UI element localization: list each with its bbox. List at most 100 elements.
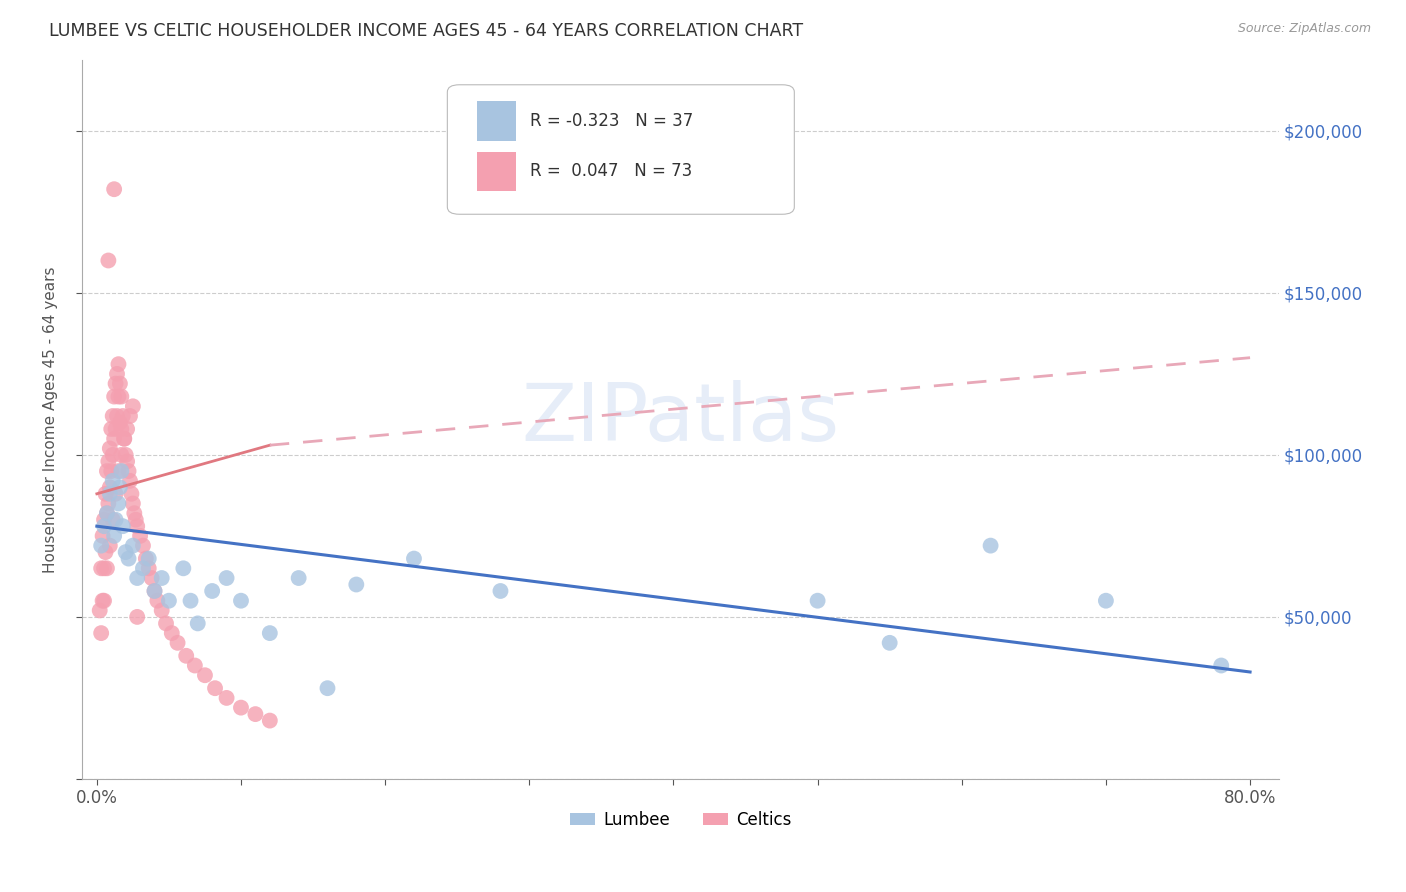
Point [122, 496, 145, 510]
Point [98, 487, 121, 501]
Point [201, 584, 224, 599]
FancyBboxPatch shape [477, 102, 516, 141]
Point [107, 464, 129, 478]
Point [118, 474, 141, 488]
Point [90, 539, 112, 553]
Point [344, 577, 367, 591]
Point [103, 432, 125, 446]
Point [96, 506, 118, 520]
Point [150, 571, 173, 585]
Point [103, 529, 125, 543]
Point [287, 571, 309, 585]
Point [112, 432, 135, 446]
Point [100, 464, 122, 478]
Point [114, 545, 136, 559]
Point [111, 409, 134, 423]
FancyBboxPatch shape [477, 152, 516, 191]
Point [108, 416, 131, 430]
Point [104, 487, 127, 501]
Point [101, 474, 124, 488]
Point [98, 539, 121, 553]
Point [108, 376, 131, 391]
Point [103, 390, 125, 404]
Point [879, 636, 901, 650]
Point [174, 648, 197, 663]
Point [180, 593, 202, 607]
Legend: Lumbee, Celtics: Lumbee, Celtics [562, 804, 799, 835]
Point [101, 448, 124, 462]
Point [101, 409, 124, 423]
Point [184, 658, 207, 673]
Point [115, 422, 138, 436]
Point [112, 432, 135, 446]
Point [160, 626, 183, 640]
Point [127, 610, 149, 624]
Point [1095, 593, 1118, 607]
Point [97, 253, 120, 268]
Point [105, 409, 128, 423]
Point [117, 464, 139, 478]
Point [259, 714, 281, 728]
Point [96, 464, 118, 478]
Point [97, 454, 120, 468]
Point [127, 571, 149, 585]
Point [132, 561, 155, 575]
Point [402, 551, 425, 566]
Point [215, 690, 238, 705]
Point [125, 513, 148, 527]
Point [127, 519, 149, 533]
Point [103, 182, 125, 196]
Point [245, 707, 267, 722]
Point [117, 551, 139, 566]
Point [215, 571, 238, 585]
Point [132, 539, 155, 553]
Point [143, 584, 166, 599]
Point [129, 529, 152, 543]
Text: R = -0.323   N = 37: R = -0.323 N = 37 [530, 112, 693, 130]
Text: ZIPatlas: ZIPatlas [522, 380, 839, 458]
Point [93, 593, 115, 607]
Point [101, 513, 124, 527]
Point [93, 513, 115, 527]
Point [135, 551, 157, 566]
Point [108, 480, 131, 494]
Point [229, 700, 252, 714]
Point [107, 357, 129, 371]
Point [138, 551, 160, 566]
Point [204, 681, 226, 696]
Point [120, 487, 142, 501]
Point [150, 603, 173, 617]
Point [143, 584, 166, 599]
Point [100, 422, 122, 436]
Point [807, 593, 830, 607]
Point [104, 513, 127, 527]
Point [1211, 658, 1233, 673]
Point [194, 668, 217, 682]
Point [122, 399, 145, 413]
Text: Source: ZipAtlas.com: Source: ZipAtlas.com [1237, 22, 1371, 36]
Point [107, 496, 129, 510]
Point [91, 593, 114, 607]
Point [115, 454, 138, 468]
Point [146, 593, 169, 607]
Point [166, 636, 188, 650]
Point [124, 506, 146, 520]
Point [105, 367, 128, 381]
Point [111, 519, 134, 533]
Point [98, 442, 121, 456]
Point [91, 529, 114, 543]
Y-axis label: Householder Income Ages 45 - 64 years: Householder Income Ages 45 - 64 years [44, 266, 58, 573]
Point [93, 519, 115, 533]
Point [96, 561, 118, 575]
Point [980, 539, 1002, 553]
Point [172, 561, 194, 575]
Point [104, 422, 127, 436]
Point [316, 681, 339, 696]
Point [98, 480, 121, 494]
Point [187, 616, 209, 631]
Point [89, 603, 111, 617]
Point [141, 571, 163, 585]
Point [155, 616, 177, 631]
Point [90, 626, 112, 640]
Point [90, 561, 112, 575]
